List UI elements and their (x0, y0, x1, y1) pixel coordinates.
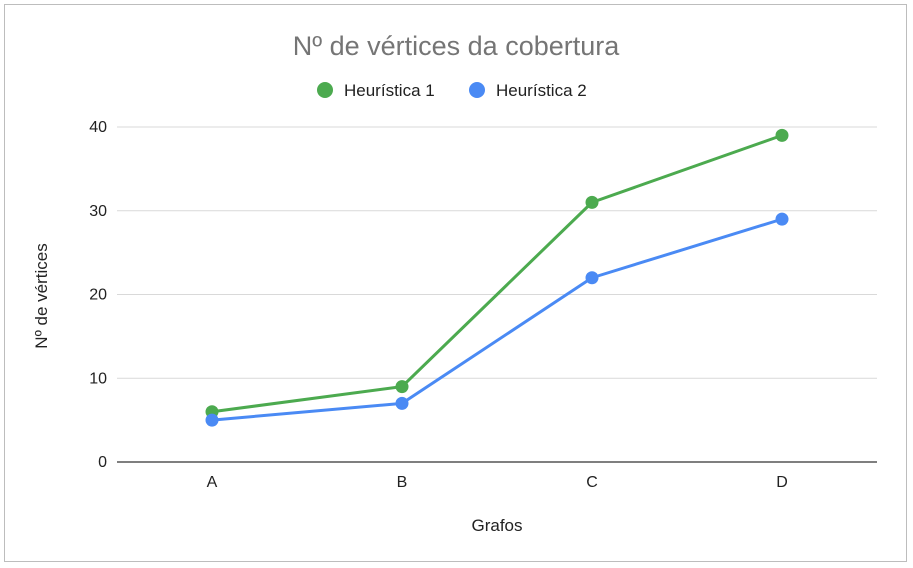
legend-label-heuristica-1: Heurística 1 (344, 81, 435, 100)
series-2 (205, 212, 789, 427)
data-point (775, 212, 789, 226)
series-layer (205, 128, 789, 427)
chart-frame (4, 4, 907, 562)
x-tick-label: A (207, 474, 218, 491)
series-line (210, 217, 784, 422)
y-axis-title: Nº de vértices (32, 243, 51, 348)
data-point (395, 380, 409, 394)
legend-marker-heuristica-1 (317, 82, 333, 98)
x-tick-label: D (776, 474, 788, 491)
y-tick-label: 0 (98, 454, 107, 471)
x-tick-label: B (397, 474, 408, 491)
y-tick-label: 30 (89, 203, 107, 220)
data-point (585, 195, 599, 209)
y-tick-label: 10 (89, 370, 107, 387)
series-1 (205, 128, 789, 419)
series-line (210, 133, 784, 414)
x-axis-ticks: A B C D (207, 474, 788, 491)
data-point (585, 271, 599, 285)
chart-title: Nº de vértices da cobertura (293, 31, 621, 61)
legend-marker-heuristica-2 (469, 82, 485, 98)
y-tick-label: 20 (89, 287, 107, 304)
data-point (775, 128, 789, 142)
y-tick-label: 40 (89, 119, 107, 136)
y-axis-ticks: 0 10 20 30 40 (89, 119, 107, 471)
x-tick-label: C (586, 474, 598, 491)
x-axis-title: Grafos (471, 516, 522, 535)
legend: Heurística 1 Heurística 2 (317, 81, 587, 100)
legend-label-heuristica-2: Heurística 2 (496, 81, 587, 100)
data-point (205, 413, 219, 427)
gridlines (117, 126, 877, 463)
data-point (395, 396, 409, 410)
